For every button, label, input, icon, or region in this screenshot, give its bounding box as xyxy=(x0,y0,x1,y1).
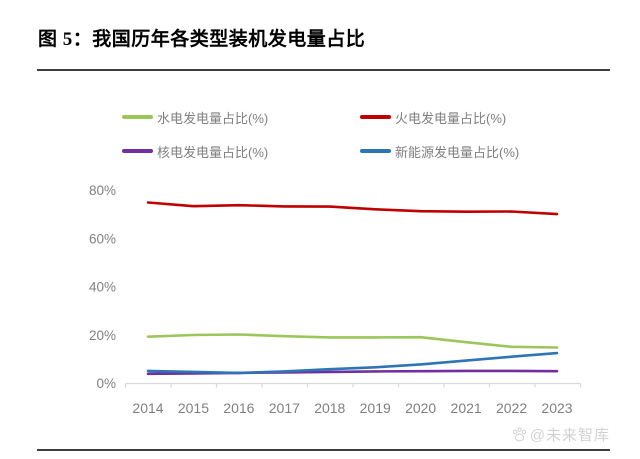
nuclear-line-swatch xyxy=(122,149,153,153)
svg-text:80%: 80% xyxy=(89,183,116,198)
svg-text:2015: 2015 xyxy=(178,400,209,416)
svg-text:2022: 2022 xyxy=(496,400,527,416)
legend-item-nuclear: 核电发电量占比(%) xyxy=(122,141,360,161)
svg-text:2019: 2019 xyxy=(360,400,391,416)
svg-text:2021: 2021 xyxy=(451,400,482,416)
chart-legend: 水电发电量占比(%) 火电发电量占比(%) 核电发电量占比(%) 新能源发电量占… xyxy=(122,107,582,161)
thermal-line-swatch xyxy=(360,115,391,119)
watermark: @未来智库 xyxy=(511,424,610,444)
hydro-line-swatch xyxy=(122,115,153,119)
watermark-text: @未来智库 xyxy=(529,426,610,444)
figure-title: 图 5：我国历年各类型装机发电量占比 xyxy=(38,29,366,50)
legend-label-nuclear: 核电发电量占比(%) xyxy=(157,144,269,160)
svg-text:60%: 60% xyxy=(89,231,116,246)
svg-text:0%: 0% xyxy=(96,376,116,391)
svg-text:2023: 2023 xyxy=(541,400,572,416)
svg-text:2020: 2020 xyxy=(405,400,436,416)
new-energy-line-swatch xyxy=(360,149,391,153)
legend-item-new-energy: 新能源发电量占比(%) xyxy=(360,141,582,161)
paw-icon xyxy=(512,427,526,441)
legend-label-hydro: 水电发电量占比(%) xyxy=(157,110,269,126)
legend-item-hydro: 水电发电量占比(%) xyxy=(122,107,360,127)
svg-text:2018: 2018 xyxy=(314,400,345,416)
bottom-divider xyxy=(37,449,610,451)
title-divider xyxy=(37,69,610,71)
svg-text:2017: 2017 xyxy=(269,400,300,416)
svg-text:40%: 40% xyxy=(89,280,116,295)
svg-text:2014: 2014 xyxy=(132,400,163,416)
legend-item-thermal: 火电发电量占比(%) xyxy=(360,107,582,127)
legend-label-new-energy: 新能源发电量占比(%) xyxy=(395,144,520,160)
legend-label-thermal: 火电发电量占比(%) xyxy=(395,110,507,126)
svg-text:2016: 2016 xyxy=(223,400,254,416)
svg-text:20%: 20% xyxy=(89,328,116,343)
